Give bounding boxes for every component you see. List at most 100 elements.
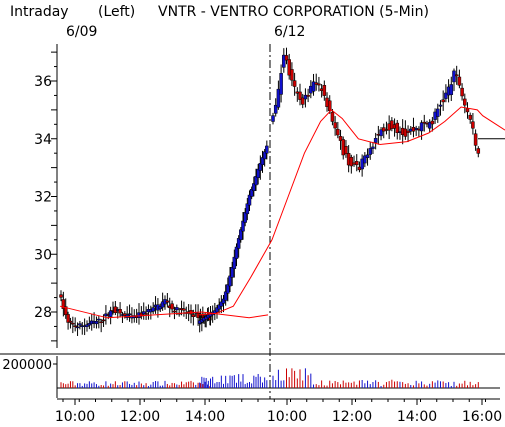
time-tick-label: 14:00 [185,409,225,425]
candle-up [78,323,82,326]
candle-up [94,321,99,325]
candle-up [226,284,230,294]
candle-down [68,320,73,323]
candle-up [234,246,239,259]
candle-up [373,138,378,143]
candle-up [260,157,265,165]
candle-up [254,176,258,186]
candle-up [239,229,243,241]
candle-up [249,189,254,197]
candlestick-series [59,47,481,336]
time-tick-label: 16:00 [462,409,502,425]
candle-down [333,122,337,129]
candle-down [66,314,70,323]
candle-up [449,84,454,95]
candle-up [273,104,278,114]
candle-up [360,158,364,170]
candle-up [365,154,370,158]
candle-down [99,321,103,324]
candle-down [422,121,427,124]
candle-up [419,122,424,132]
candle-down [476,148,481,154]
volume-tick-label: 200000 [2,358,52,373]
candle-up [271,115,275,122]
candle-up [438,104,443,107]
candle-down [287,59,291,76]
volume-bars [60,368,479,388]
candle-down [406,130,410,133]
candle-down [354,161,359,166]
candle-down [349,157,354,167]
candle-up [252,183,256,191]
candle-up [265,145,269,154]
time-tick-label: 10:00 [267,409,307,425]
price-tick-label: 36 [34,74,52,90]
time-tick-label: 10:00 [55,409,95,425]
candle-down [298,91,302,100]
candle-up [258,163,263,171]
candle-down [59,294,63,298]
time-axis-ticks: 10:00 12:00 14:00 10:00 12:00 14:00 16:00 [55,399,502,425]
moving-average-line-session-2 [198,106,505,316]
candle-down [101,319,106,322]
candle-up [427,122,432,129]
candle-up [127,313,132,316]
candle-down [300,97,305,105]
candle-up [436,108,440,117]
candle-down [182,308,186,311]
volume-axis-ticks: 200000 [2,358,57,373]
candle-up [158,306,163,310]
price-axis-ticks: 28 30 32 34 36 [34,51,57,342]
candle-up [221,298,226,304]
candle-down [430,120,435,125]
candle-down [460,87,464,97]
candle-up [236,238,241,249]
axis-side-label: (Left) [98,4,135,20]
candle-down [465,108,470,113]
candle-down [338,136,343,141]
time-tick-label: 14:00 [397,409,437,425]
candle-down [292,80,297,87]
candle-up [232,256,237,269]
candle-up [282,54,286,68]
candle-down [314,82,318,85]
candle-down [471,121,475,129]
candle-down [463,98,467,106]
candle-down [71,322,75,325]
candle-up [230,266,234,278]
candle-down [454,74,459,77]
candle-up [97,318,101,321]
candle-up [141,311,146,315]
candle-down [290,69,294,81]
candle-up [219,301,224,307]
candle-up [247,194,252,206]
candle-up [279,73,283,95]
price-tick-label: 30 [34,247,52,263]
price-tick-label: 28 [34,305,52,321]
candle-up [87,323,92,326]
candle-up [368,148,372,155]
candle-up [444,92,448,99]
price-tick-label: 34 [34,132,52,148]
candle-down [306,94,310,97]
price-tick-label: 32 [34,190,52,206]
candle-up [108,310,113,317]
candle-up [217,304,221,310]
moving-average-line-session-1 [59,305,269,319]
candle-down [284,55,289,61]
candle-up [75,326,80,329]
candle-down [395,122,400,133]
candle-down [322,85,327,96]
candle-up [379,129,383,137]
candle-down [336,128,340,136]
time-tick-label: 12:00 [120,409,160,425]
candle-up [256,168,260,178]
candle-up [243,212,247,223]
candle-up [228,275,232,287]
candle-down [330,111,335,122]
candle-up [276,88,281,108]
candle-down [170,303,174,310]
candle-down [123,313,127,316]
